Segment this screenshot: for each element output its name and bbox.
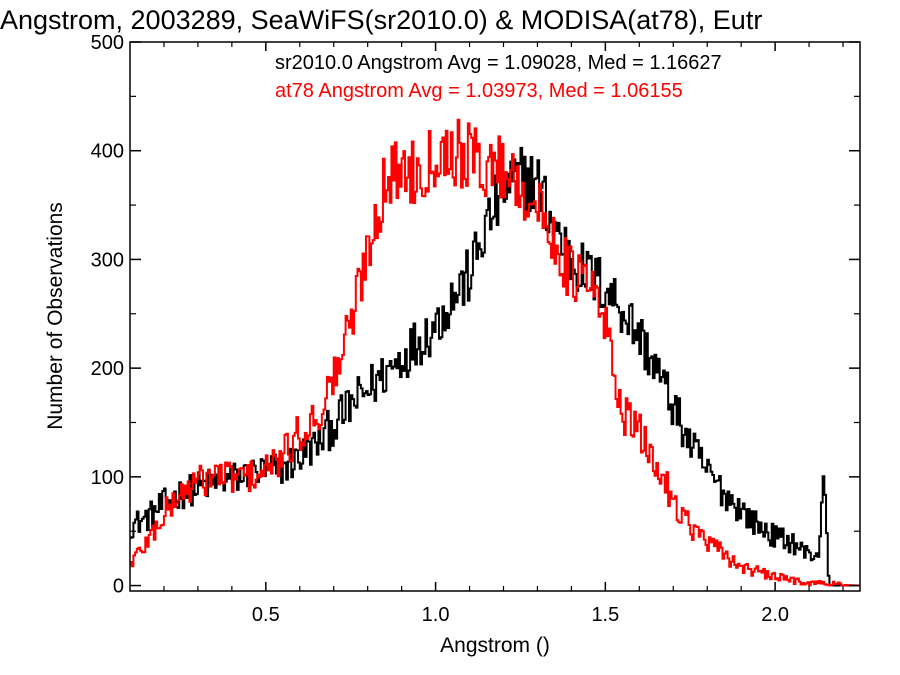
x-tick-label: 1.5 [591, 604, 619, 626]
y-tick-label: 500 [91, 32, 124, 54]
x-tick-label: 2.0 [761, 604, 789, 626]
plot-area [130, 118, 860, 587]
plot-frame [129, 41, 861, 592]
x-tick-label: 0.5 [252, 604, 280, 626]
y-tick-label: 300 [91, 249, 124, 271]
x-axis-label: Angstrom () [440, 634, 550, 657]
x-axis: 0.5 1.0 1.5 2.0 [163, 42, 844, 626]
y-tick-label: 200 [91, 358, 124, 380]
y-axis-label: Number of Observations [44, 202, 67, 430]
y-tick-label: 100 [91, 467, 124, 489]
legend-sr2010: sr2010.0 Angstrom Avg = 1.09028, Med = 1… [275, 52, 722, 74]
y-tick-label: 0 [113, 576, 124, 598]
legend-at78: at78 Angstrom Avg = 1.03973, Med = 1.061… [275, 80, 683, 102]
y-tick-label: 400 [91, 141, 124, 163]
series-line-at78 [130, 118, 860, 587]
chart-title: Angstrom, 2003289, SeaWiFS(sr2010.0) & M… [0, 5, 762, 35]
series-line-sr2010-0 [130, 146, 860, 587]
y-axis: 0 100 200 300 400 500 [91, 32, 860, 598]
x-tick-label: 1.0 [422, 604, 450, 626]
